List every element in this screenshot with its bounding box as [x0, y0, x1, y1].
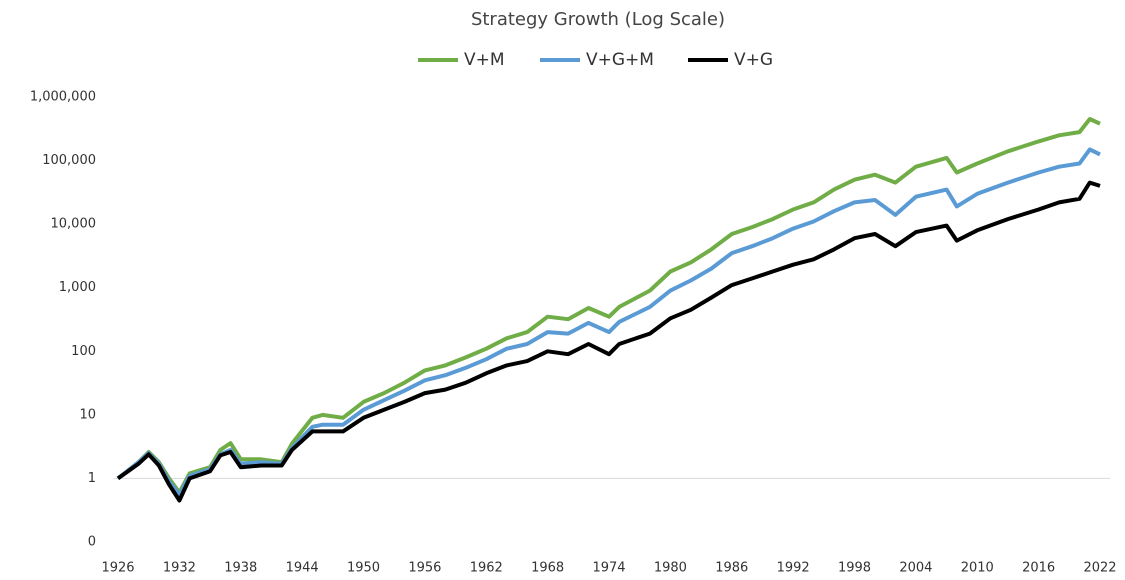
legend-label: V+G+M — [586, 50, 654, 70]
x-tick-label: 1944 — [286, 561, 319, 576]
x-tick-label: 2016 — [1022, 561, 1055, 576]
x-tick-label: 1968 — [531, 561, 564, 576]
x-tick-label: 1962 — [470, 561, 503, 576]
x-tick-label: 1980 — [654, 561, 687, 576]
x-tick-label: 2004 — [899, 561, 932, 576]
x-tick-label: 2010 — [961, 561, 994, 576]
legend-label: V+M — [464, 50, 505, 70]
legend-label: V+G — [734, 50, 773, 70]
x-tick-label: 1926 — [101, 561, 134, 576]
y-tick-label: 1,000,000 — [30, 90, 96, 105]
x-tick-label: 1992 — [777, 561, 810, 576]
y-tick-label: 0 — [88, 535, 96, 550]
x-tick-label: 1950 — [347, 561, 380, 576]
series-line — [116, 147, 1101, 497]
series-line — [116, 180, 1101, 503]
y-tick-label: 10 — [79, 407, 96, 422]
y-tick-label: 100 — [71, 344, 96, 359]
x-tick-label: 1974 — [592, 561, 625, 576]
x-tick-label: 1938 — [224, 561, 257, 576]
x-tick-label: 1998 — [838, 561, 871, 576]
x-tick-label: 2022 — [1083, 561, 1116, 576]
series-line — [116, 117, 1101, 495]
y-tick-label: 100,000 — [42, 153, 96, 168]
x-tick-label: 1986 — [715, 561, 748, 576]
x-tick-label: 1932 — [163, 561, 196, 576]
y-tick-label: 1,000 — [59, 280, 96, 295]
y-tick-label: 1 — [88, 471, 96, 486]
y-tick-label: 10,000 — [51, 217, 97, 232]
x-tick-label: 1956 — [408, 561, 441, 576]
chart-title: Strategy Growth (Log Scale) — [471, 9, 725, 30]
